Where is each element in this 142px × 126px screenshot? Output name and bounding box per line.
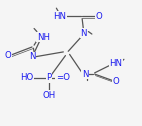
Text: HO: HO <box>20 73 33 82</box>
Text: =O: =O <box>56 73 70 82</box>
Text: N: N <box>80 29 87 38</box>
Text: NH: NH <box>37 33 50 42</box>
Text: O: O <box>112 77 119 86</box>
Text: N: N <box>82 70 88 79</box>
Text: HN: HN <box>53 12 66 21</box>
Text: HN: HN <box>109 58 122 68</box>
Text: O: O <box>95 12 102 21</box>
Text: P: P <box>46 73 51 82</box>
Text: OH: OH <box>42 91 55 100</box>
Text: O: O <box>5 51 12 60</box>
Text: N: N <box>29 52 35 61</box>
